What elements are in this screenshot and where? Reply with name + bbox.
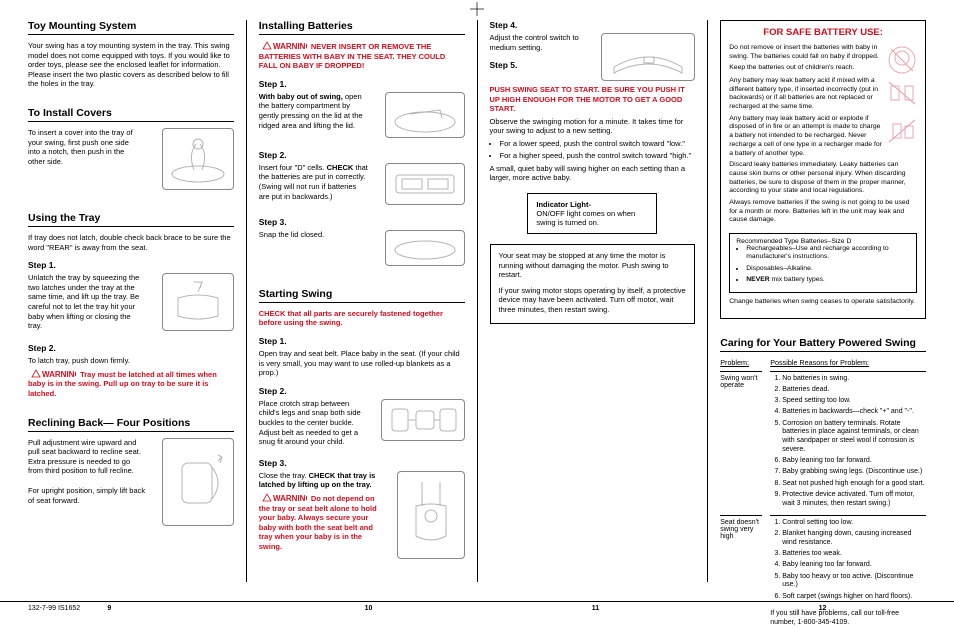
recommended-batteries-box: Recommended Type Batteries–Size D Rechar… [729,233,917,293]
tray-intro: If tray does not latch, double check bac… [28,233,234,252]
safe-p5: Discard leaky batteries immediately. Lea… [729,161,917,196]
rec-1: Rechargeables–Use and recharge according… [746,245,910,262]
batt-step3-label: Step 3. [259,217,465,227]
safe-p7: Change batteries when swing ceases to op… [729,298,917,307]
baby-icon [887,45,917,75]
illustration-control-switch [601,33,695,81]
heading-install-covers: To Install Covers [28,107,234,122]
trouble-row-2: Seat doesn't swing very high Control set… [720,515,926,604]
safe-p6: Always remove batteries if the swing is … [729,199,917,225]
illustration-tray-lift [162,273,234,331]
trouble-row-1: Swing won't operate No batteries in swin… [720,371,926,511]
start-step2-label: Step 2. [259,386,465,396]
problem-2: Seat doesn't swing very high [720,515,762,604]
warning-icon: WARNING [28,369,76,378]
illustration-install-cover [162,128,234,190]
heading-starting-swing: Starting Swing [259,288,465,303]
illustration-recline [162,438,234,526]
svg-text:WARNING: WARNING [42,370,76,378]
motor-info-box: Your seat may be stopped at any time the… [490,244,696,325]
illustration-batt-close [385,230,465,266]
column-page-10: Installing Batteries WARNING NEVER INSER… [249,20,475,582]
batt-step2-text: Insert four "D" cells. CHECK that the ba… [259,163,369,201]
batt-step1-label: Step 1. [259,79,465,89]
mix-icon [887,78,917,108]
heading-reclining: Reclining Back— Four Positions [28,417,234,432]
motor-stop-text: Your seat may be stopped at any time the… [499,251,687,280]
th-problem: Problem: [720,358,762,367]
column-page-12: FOR SAFE BATTERY USE: Do not remove or i… [710,20,936,582]
safe-battery-title: FOR SAFE BATTERY USE: [729,27,917,38]
batt-warning: WARNING NEVER INSERT OR REMOVE THE BATTE… [259,41,465,71]
heading-installing-batteries: Installing Batteries [259,20,465,35]
footer-p11: 11 [482,605,709,612]
reasons-2: Control setting too low.Blanket hanging … [770,515,926,604]
step4-label: Step 4. [490,20,696,30]
tray-step2-label: Step 2. [28,343,234,353]
illustration-batt-insert [385,163,465,205]
trouble-header: Problem: Possible Reasons for Problem: [720,358,926,367]
heading-using-tray: Using the Tray [28,212,234,227]
illustration-belt [381,399,465,441]
start-step3-text: Close the tray. CHECK that tray is latch… [259,471,379,490]
recline-p1: Pull adjustment wire upward and pull sea… [28,438,146,476]
safe-battery-box: FOR SAFE BATTERY USE: Do not remove or i… [720,20,926,319]
crop-mark-top [470,2,484,18]
illustration-swing-seat [397,471,465,559]
column-divider [246,20,247,582]
tray-step2-text: To latch tray, push down firmly. [28,356,234,366]
baby-size-note: A small, quiet baby will swing higher on… [490,164,696,183]
bullet-low: For a lower speed, push the control swit… [500,139,696,148]
install-covers-text: To insert a cover into the tray of your … [28,128,143,166]
page-spread: Toy Mounting System Your swing has a toy… [0,0,954,590]
rec-title: Recommended Type Batteries–Size D [736,238,851,245]
indicator-text: ON/OFF light comes on when swing is turn… [536,209,635,227]
warning-icon: WARNING [259,493,307,502]
recline-p2: For upright position, simply lift back o… [28,486,146,505]
tray-warning: WARNING Tray must be latched at all time… [28,369,234,399]
indicator-light-box: Indicator Light- ON/OFF light comes on w… [527,193,657,234]
svg-text:WARNING: WARNING [273,494,307,502]
tray-step1-label: Step 1. [28,260,234,270]
rec-2: Disposables–Alkaline. [746,265,910,273]
start-step1-text: Open tray and seat belt. Place baby in t… [259,349,465,378]
help-phone: If you still have problems, call our tol… [770,610,926,628]
column-divider [707,20,708,582]
start-step3-label: Step 3. [259,458,465,468]
speed-bullets: For a lower speed, push the control swit… [500,139,696,161]
column-page-11: Step 4. Adjust the control switch to med… [480,20,706,582]
svg-text:WARNING: WARNING [273,42,307,50]
rec-3: NEVER mix battery types. [746,276,910,284]
batt-step2-label: Step 2. [259,150,465,160]
tray-step1-text: Unlatch the tray by squeezing the two la… [28,273,146,331]
problem-1: Swing won't operate [720,371,762,511]
heading-toy-mounting: Toy Mounting System [28,20,234,35]
start-step2-text: Place crotch strap between child's legs … [259,399,367,447]
indicator-title: Indicator Light- [536,200,591,209]
start-precheck: CHECK that all parts are securely fasten… [259,309,465,328]
toy-mounting-text: Your swing has a toy mounting system in … [28,41,234,89]
fire-icon [887,116,917,146]
batt-step1-text: With baby out of swing, open the battery… [259,92,369,130]
start-step1-label: Step 1. [259,336,465,346]
page-footer: 132-7-99 IS1652 9 10 11 12 [0,601,954,612]
th-reasons: Possible Reasons for Problem: [770,358,926,367]
illustration-batt-open [385,92,465,138]
reasons-1: No batteries in swing.Batteries dead.Spe… [770,371,926,511]
footer-docid: 132-7-99 IS1652 9 [18,605,255,612]
step4-text: Adjust the control switch to medium sett… [490,33,590,52]
bullet-high: For a higher speed, push the control swi… [500,151,696,160]
start-warning: WARNING Do not depend on the tray or sea… [259,493,379,552]
step5-warn: PUSH SWING SEAT TO START. BE SURE YOU PU… [490,85,696,114]
footer-p10: 10 [255,605,482,612]
warning-icon: WARNING [259,41,307,50]
heading-caring: Caring for Your Battery Powered Swing [720,337,926,352]
column-divider [477,20,478,582]
footer-p12: 12 [709,605,936,612]
column-page-9: Toy Mounting System Your swing has a toy… [18,20,244,582]
motor-protect-text: If your swing motor stops operating by i… [499,286,687,315]
observe-text: Observe the swinging motion for a minute… [490,117,696,136]
